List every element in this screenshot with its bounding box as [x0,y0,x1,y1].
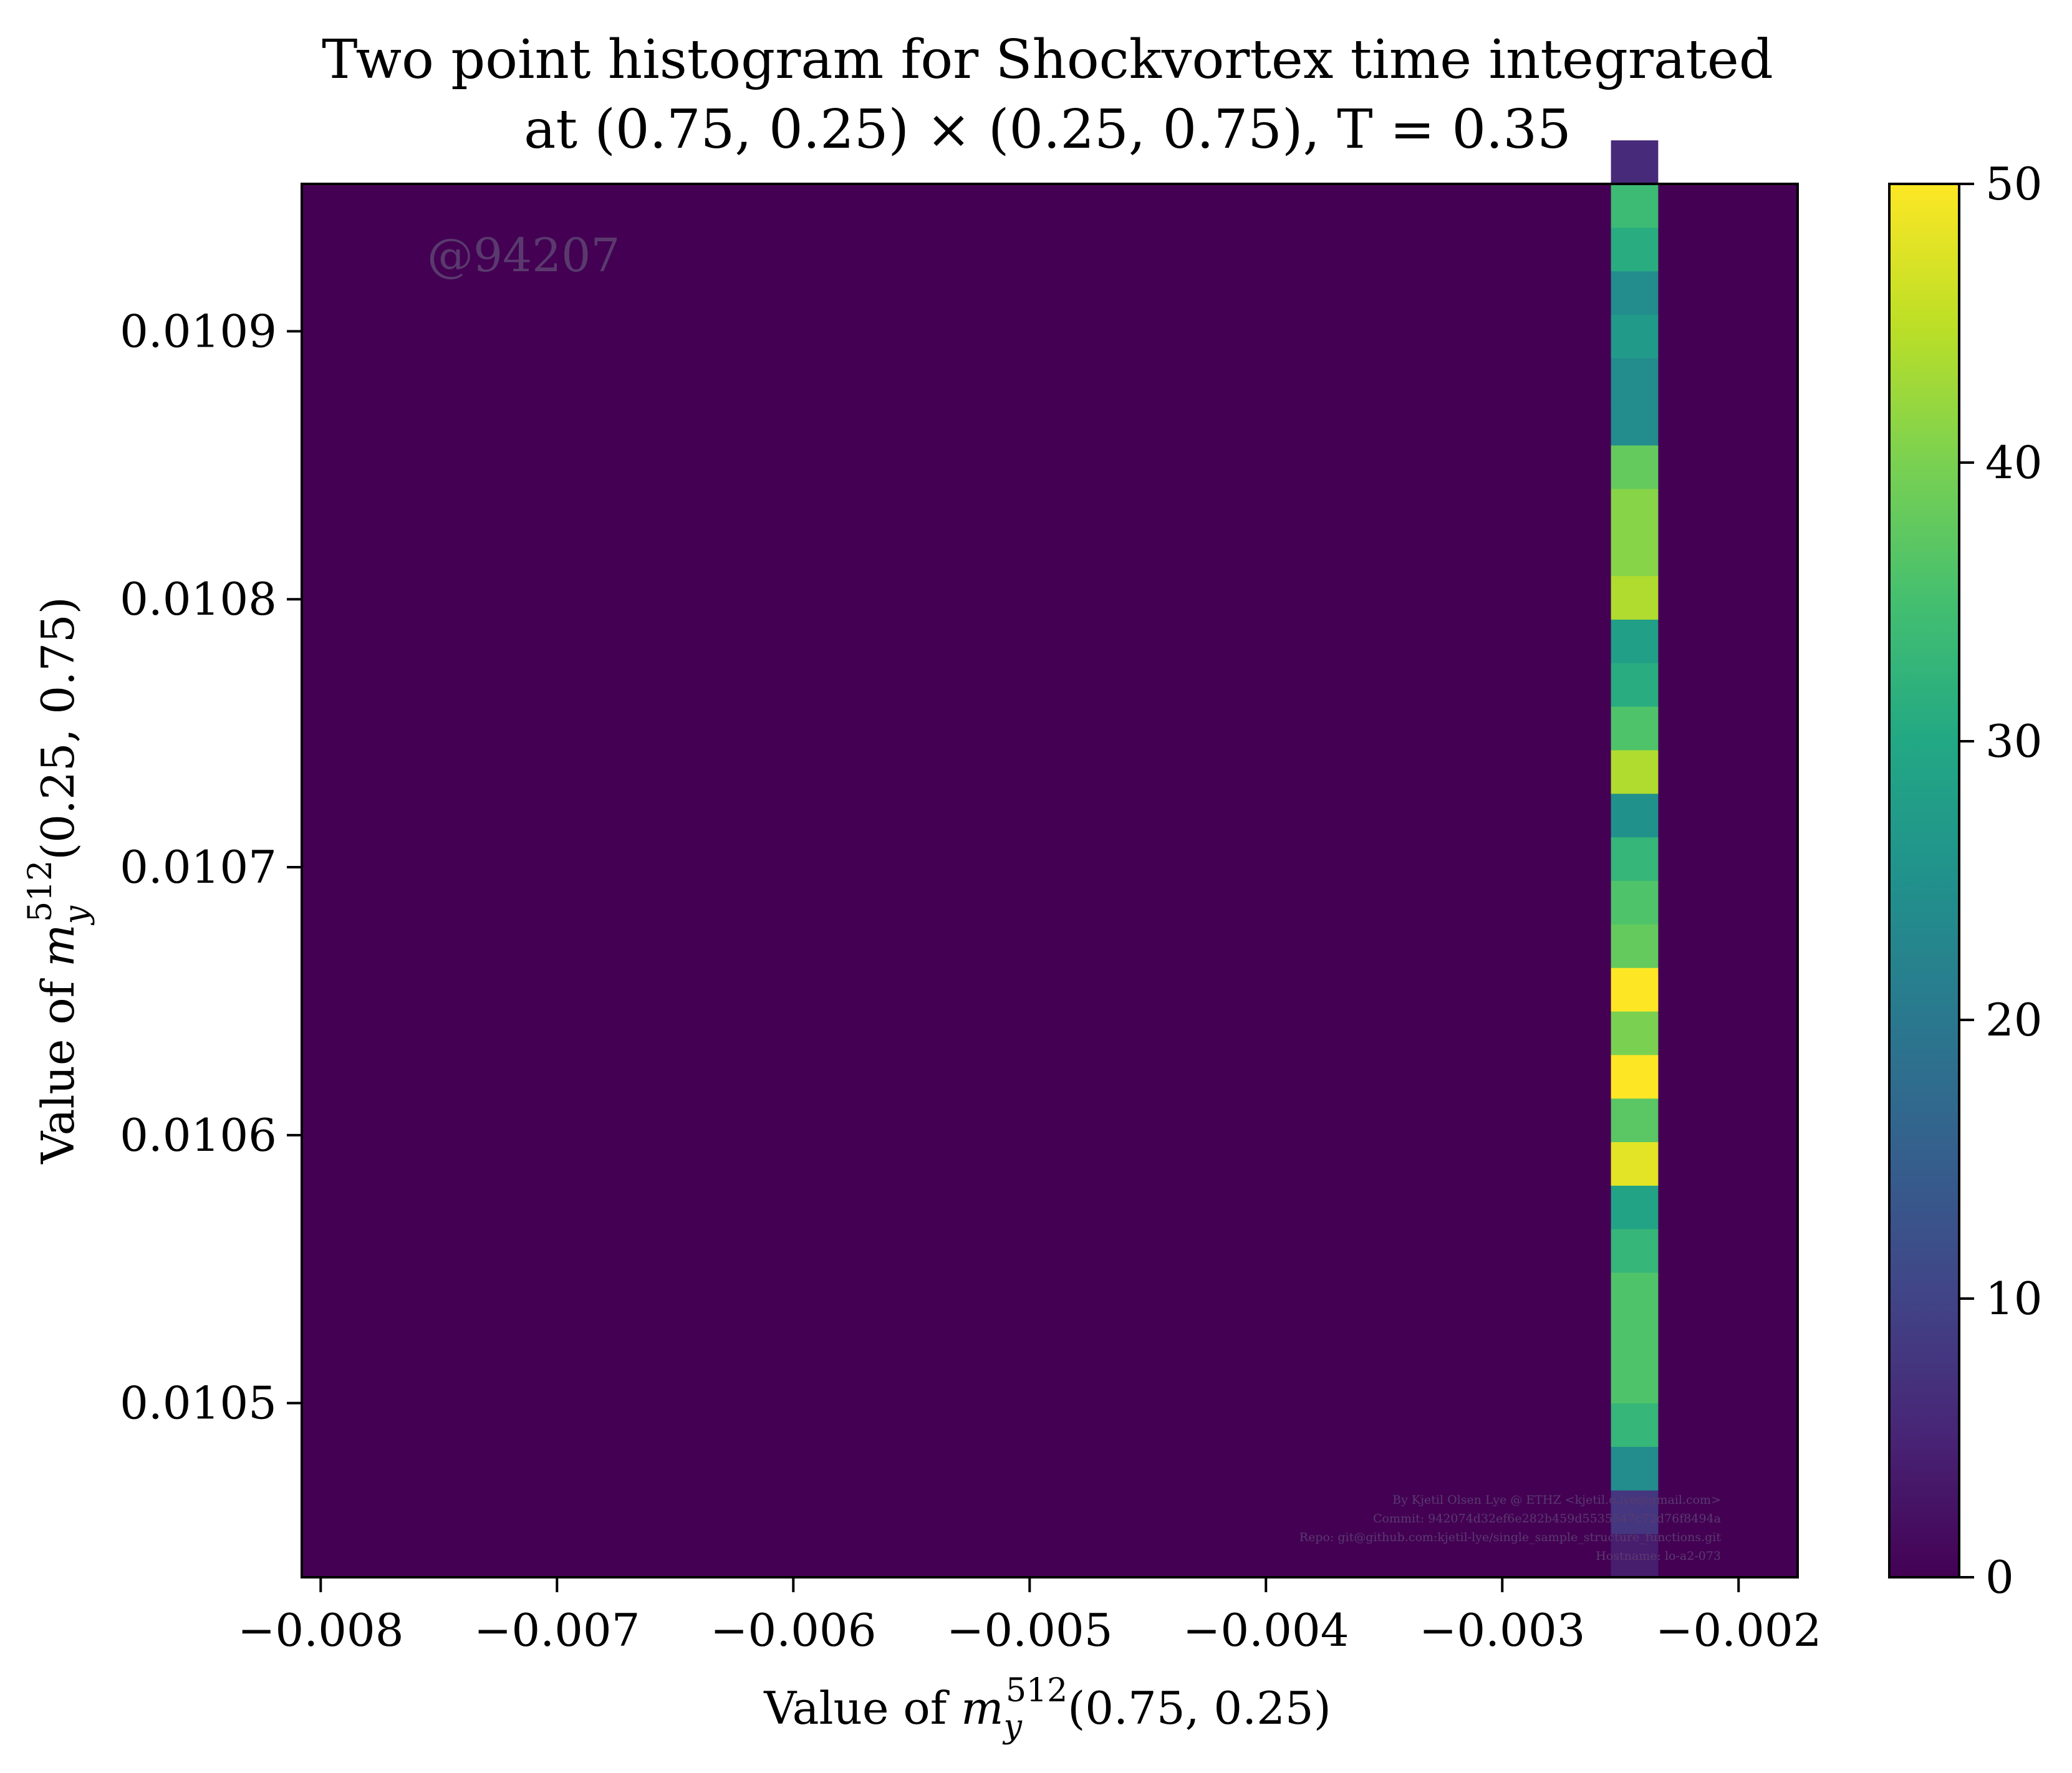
plot-area: @94207 By Kjetil Olsen Lye @ ETHZ <kjeti… [301,140,1799,1578]
y-tick-label: 0.0109 [120,305,277,357]
heatmap-bin [1611,1098,1659,1143]
heatmap-bin [1611,1185,1659,1229]
x-tick-label: −0.008 [238,1604,403,1656]
heatmap-bin [1611,184,1659,228]
heatmap-bin [1611,968,1659,1012]
credit-line-author: By Kjetil Olsen Lye @ ETHZ <kjetil.o.lye… [1392,1493,1721,1507]
y-tick-label: 0.0105 [120,1377,277,1429]
x-tick-label: −0.007 [474,1604,640,1656]
heatmap-bin [1611,1403,1659,1447]
heatmap-bins [1611,140,1659,1578]
heatmap-bin [1611,1359,1659,1404]
heatmap-bin [1611,271,1659,315]
heatmap-bin [1611,1011,1659,1055]
credit-line-repo: Repo: git@github.com:kjetil-lye/single_s… [1299,1530,1722,1544]
heatmap-bin [1611,140,1659,185]
chart-title-line2: at (0.75, 0.25) × (0.25, 0.75), T = 0.35 [524,98,1571,161]
heatmap-bin [1611,532,1659,577]
heatmap-bin [1611,880,1659,925]
heatmap-bin [1611,1272,1659,1317]
heatmap-bin [1611,488,1659,533]
colorbar-tick-label: 40 [1985,436,2043,489]
heatmap-bin [1611,575,1659,620]
heatmap-bin [1611,401,1659,446]
heatmap-bin [1611,1054,1659,1099]
heatmap-bin [1611,227,1659,272]
chart-title-line1: Two point histogram for Shockvortex time… [322,29,1773,91]
heatmap-bin [1611,706,1659,751]
colorbar-gradient [1888,183,1960,1578]
colorbar-tick-label: 50 [1985,158,2043,210]
plot-frame [301,183,1799,1578]
heatmap-bin [1611,1141,1659,1186]
heatmap-bin [1611,1229,1659,1273]
colorbar-tick-label: 0 [1985,1551,2014,1603]
x-axis-label: Value of my512(0.75, 0.25) [763,1672,1331,1746]
x-tick-label: −0.004 [1183,1604,1349,1656]
heatmap-bin [1611,314,1659,358]
x-tick-label: −0.006 [710,1604,876,1656]
y-tick-label: 0.0107 [120,841,277,893]
y-axis-label: Value of my512(0.25, 0.75) [22,597,95,1165]
x-tick-label: −0.002 [1655,1604,1821,1656]
heatmap-bin [1611,1446,1659,1491]
heatmap-bin [1611,837,1659,881]
y-axis: 0.0105 0.0106 0.0107 0.0108 0.0109 [120,305,302,1429]
heatmap-bin [1611,663,1659,707]
heatmap-bin [1611,924,1659,968]
heatmap-bin [1611,619,1659,663]
heatmap-bin [1611,793,1659,838]
x-axis: −0.008 −0.007 −0.006 −0.005 −0.004 −0.003 −0.0… [238,1577,1821,1656]
heatmap-background [302,184,1798,1577]
colorbar-tick-label: 10 [1985,1272,2043,1325]
heatmap-bin [1611,358,1659,402]
colorbar-tick-label: 30 [1985,715,2043,767]
watermark: @94207 [427,229,620,282]
heatmap-bin [1611,1534,1659,1578]
colorbar-ticks: 0 10 20 30 40 50 [1959,158,2043,1603]
heatmap-bin [1611,1315,1659,1360]
colorbar-tick-label: 20 [1985,994,2043,1046]
credit-line-commit: Commit: 942074d32ef6e282b459d5535547c72d… [1373,1512,1721,1526]
credit-line-hostname: Hostname: lo-a2-073 [1596,1549,1721,1563]
heatmap-bin [1611,1490,1659,1534]
credits-block: By Kjetil Olsen Lye @ ETHZ <kjetil.o.lye… [1299,1493,1722,1563]
heatmap-bin [1611,749,1659,794]
x-tick-label: −0.005 [947,1604,1112,1656]
y-tick-label: 0.0106 [120,1109,277,1161]
x-tick-label: −0.003 [1419,1604,1585,1656]
y-tick-label: 0.0108 [120,573,277,625]
heatmap-bin [1611,445,1659,489]
colorbar: 0 10 20 30 40 50 [1888,158,2043,1603]
